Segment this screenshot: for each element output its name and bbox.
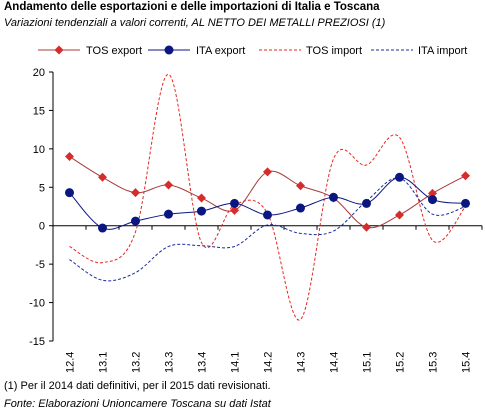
y-tick-label: 20 bbox=[33, 67, 45, 79]
ita-export-point bbox=[197, 206, 206, 216]
x-tick-label: 14.3 bbox=[296, 352, 308, 373]
x-tick-label: 14.1 bbox=[230, 352, 242, 373]
y-tick-label: -10 bbox=[29, 298, 45, 310]
legend-tos-export-marker bbox=[54, 45, 64, 55]
ita-export-point bbox=[329, 192, 338, 202]
ita-export-point bbox=[230, 198, 239, 208]
tos-export-point bbox=[461, 171, 470, 181]
y-tick-label: 15 bbox=[33, 105, 45, 117]
tos-export-point bbox=[428, 188, 437, 198]
tos-export-point bbox=[197, 193, 206, 203]
ita-export-point bbox=[131, 216, 140, 226]
y-tick-label: 0 bbox=[39, 221, 45, 233]
y-tick-label: 5 bbox=[39, 182, 45, 194]
x-tick-label: 15.4 bbox=[461, 352, 473, 373]
ita-export-line bbox=[69, 176, 466, 230]
ita-export-point bbox=[362, 198, 371, 208]
ita-export-point bbox=[296, 203, 305, 213]
tos-export-point bbox=[230, 205, 239, 215]
x-tick-label: 15.1 bbox=[362, 352, 374, 373]
legend-ita-export-marker bbox=[164, 45, 174, 55]
ita-export-point bbox=[395, 172, 404, 182]
x-tick-label: 13.2 bbox=[131, 352, 143, 373]
footnote: (1) Per il 2014 dati definitivi, per il … bbox=[4, 380, 271, 392]
tos-export-point bbox=[395, 210, 404, 220]
legend-tos-export-label: TOS export bbox=[86, 45, 142, 57]
ita-export-point bbox=[98, 223, 107, 233]
tos-export-point bbox=[263, 167, 272, 177]
ita-export-point bbox=[461, 198, 470, 208]
legend-ita-import-label: ITA import bbox=[418, 45, 467, 57]
y-tick-label: -5 bbox=[35, 259, 45, 271]
source-note: Fonte: Elaborazioni Unioncamere Toscana … bbox=[4, 398, 271, 410]
tos-export-point bbox=[98, 172, 107, 182]
x-tick-label: 14.4 bbox=[329, 352, 341, 373]
legend-ita-export-label: ITA export bbox=[196, 45, 245, 57]
ita-export-point bbox=[164, 209, 173, 219]
x-tick-label: 13.3 bbox=[164, 352, 176, 373]
y-tick-label: 10 bbox=[33, 144, 45, 156]
ita-export-point bbox=[428, 195, 437, 205]
tos-export-point bbox=[164, 180, 173, 190]
x-tick-label: 13.1 bbox=[98, 352, 110, 373]
legend: TOS export ITA export TOS import ITA import bbox=[38, 45, 467, 57]
tos-export-point bbox=[131, 188, 140, 198]
tos-export-point bbox=[362, 222, 371, 232]
ita-import-line bbox=[69, 177, 466, 282]
chart-title: Andamento delle esportazioni e delle imp… bbox=[4, 1, 380, 13]
x-tick-label: 13.4 bbox=[197, 352, 209, 373]
plot-area: -15 -10 -5 0 5 10 15 20 12.4 13.1 13.2 13.3 13.4 14.1… bbox=[29, 67, 483, 373]
x-tick-label: 12.4 bbox=[65, 352, 77, 373]
tos-import-line bbox=[69, 73, 466, 321]
tos-export-point bbox=[65, 152, 74, 162]
line-chart: TOS export ITA export TOS import ITA import… bbox=[29, 45, 483, 373]
ita-export-point bbox=[263, 210, 272, 220]
tos-export-point bbox=[296, 181, 305, 191]
chart-subtitle: Variazioni tendenziali a valori correnti… bbox=[4, 17, 386, 29]
legend-tos-import-label: TOS import bbox=[306, 45, 362, 57]
y-tick-label: -15 bbox=[29, 336, 45, 348]
x-tick-label: 14.2 bbox=[263, 352, 275, 373]
x-tick-label: 15.3 bbox=[428, 352, 440, 373]
ita-export-point bbox=[65, 188, 74, 198]
x-tick-label: 15.2 bbox=[395, 352, 407, 373]
